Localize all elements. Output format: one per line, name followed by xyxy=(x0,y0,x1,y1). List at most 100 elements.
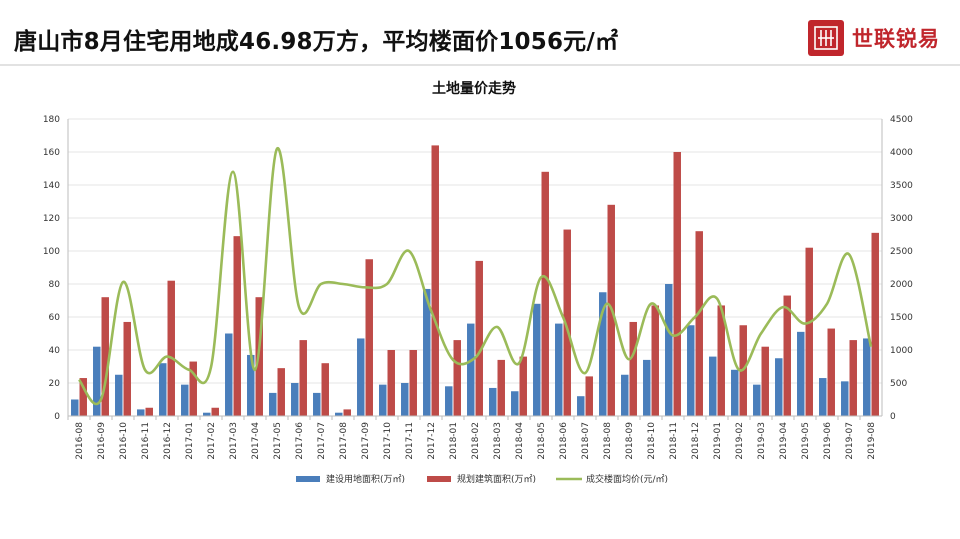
land-area-bar xyxy=(115,374,123,416)
x-axis: 2016-08 2016-09 2016-10 2016-11 2016-12 2017-… xyxy=(67,415,882,460)
land-area-bar xyxy=(555,323,563,416)
legend-label: 成交楼面均价(元/㎡) xyxy=(586,473,668,485)
x-tick-label: 2017-11 xyxy=(405,422,415,460)
floor-area-bar xyxy=(365,259,373,416)
brand-name: 世联锐易 xyxy=(852,27,940,51)
left-y-tick-label: 100 xyxy=(43,247,60,257)
floor-area-bar xyxy=(871,232,879,416)
land-area-bar xyxy=(731,369,739,416)
x-tick-label: 2016-11 xyxy=(141,422,151,460)
floor-area-bar xyxy=(277,368,285,416)
x-tick-label: 2019-08 xyxy=(867,422,877,460)
floor-area-bar xyxy=(563,229,571,416)
bar-series xyxy=(71,145,879,416)
floor-area-bar xyxy=(673,152,681,416)
x-tick-label: 2016-08 xyxy=(75,422,85,460)
right-y-tick-label: 0 xyxy=(890,412,896,422)
floor-area-bar xyxy=(211,407,219,416)
x-tick-label: 2017-02 xyxy=(207,422,217,460)
x-tick-label: 2017-09 xyxy=(361,422,371,460)
land-area-bar xyxy=(159,363,167,416)
chart-title: 土地量价走势 xyxy=(432,80,516,97)
land-area-bar xyxy=(379,384,387,416)
x-tick-label: 2019-03 xyxy=(757,422,767,460)
right-y-axis: 0 500 1000 1500 2000 2500 3000 3500 4000 4500 xyxy=(881,115,913,422)
x-tick-label: 2018-05 xyxy=(537,422,547,460)
land-area-bar xyxy=(269,392,277,416)
right-y-tick-label: 1500 xyxy=(890,313,913,323)
x-tick-label: 2019-04 xyxy=(779,422,789,460)
land-area-bar xyxy=(181,384,189,416)
floor-area-bar xyxy=(541,171,549,416)
x-tick-label: 2018-09 xyxy=(625,422,635,460)
floor-area-bar xyxy=(629,321,637,416)
x-tick-label: 2018-07 xyxy=(581,422,591,460)
x-tick-label: 2018-11 xyxy=(669,422,679,460)
right-y-tick-label: 2500 xyxy=(890,247,913,257)
x-tick-label: 2017-10 xyxy=(383,422,393,460)
slide-title: 唐山市8月住宅用地成46.98万方，平均楼面价1056元/㎡ xyxy=(14,29,619,55)
land-area-bar xyxy=(401,383,409,416)
floor-area-bar xyxy=(343,409,351,416)
x-tick-label: 2018-02 xyxy=(471,422,481,460)
floor-area-bar xyxy=(189,361,197,416)
right-y-tick-label: 4500 xyxy=(890,115,913,125)
floor-area-bar xyxy=(299,340,307,416)
floor-area-bar xyxy=(123,321,131,416)
line-series xyxy=(77,147,873,406)
floor-area-bar xyxy=(695,231,703,416)
land-area-bar xyxy=(665,284,673,416)
x-tick-label: 2018-03 xyxy=(493,422,503,460)
land-area-bar xyxy=(203,412,211,416)
x-tick-label: 2018-01 xyxy=(449,422,459,460)
left-y-tick-label: 0 xyxy=(54,412,60,422)
x-tick-label: 2019-06 xyxy=(823,422,833,460)
floor-area-bar xyxy=(233,236,241,416)
left-y-tick-label: 160 xyxy=(43,148,60,158)
floor-area-bar xyxy=(805,247,813,416)
land-area-bar xyxy=(797,331,805,416)
land-area-bar xyxy=(753,384,761,416)
land-area-bar xyxy=(643,359,651,416)
right-y-tick-label: 3000 xyxy=(890,214,913,224)
legend-label: 规划建筑面积(万㎡) xyxy=(457,473,536,485)
land-area-bar xyxy=(313,392,321,416)
right-y-tick-label: 500 xyxy=(890,379,907,389)
land-area-bar xyxy=(291,383,299,416)
x-tick-label: 2017-04 xyxy=(251,422,261,460)
x-tick-label: 2018-04 xyxy=(515,422,525,460)
land-area-bar xyxy=(511,391,519,416)
land-area-bar xyxy=(247,354,255,416)
x-tick-label: 2018-06 xyxy=(559,422,569,460)
land-area-bar xyxy=(775,358,783,416)
land-area-bar xyxy=(687,325,695,416)
land-area-bar xyxy=(335,412,343,416)
left-y-tick-label: 180 xyxy=(43,115,60,125)
left-y-tick-label: 40 xyxy=(49,346,61,356)
land-area-bar xyxy=(467,323,475,416)
left-y-tick-label: 80 xyxy=(49,280,61,290)
right-y-tick-label: 3500 xyxy=(890,181,913,191)
land-volume-price-chart: 土地量价走势 0 20 40 60 80 100 120 140 160 180 0 500 1000… xyxy=(43,80,913,485)
right-y-tick-label: 1000 xyxy=(890,346,913,356)
land-area-bar xyxy=(357,338,365,416)
brand-emblem-icon xyxy=(808,20,844,56)
x-tick-label: 2019-07 xyxy=(845,422,855,460)
x-tick-label: 2017-12 xyxy=(427,422,437,460)
left-y-tick-label: 140 xyxy=(43,181,60,191)
floor-area-bar xyxy=(167,280,175,416)
floor-area-bar xyxy=(651,305,659,416)
avg-price-line xyxy=(77,147,873,406)
land-area-bar xyxy=(599,292,607,416)
x-tick-label: 2017-07 xyxy=(317,422,327,460)
left-y-tick-label: 60 xyxy=(49,313,61,323)
floor-area-bar xyxy=(783,295,791,416)
land-area-bar xyxy=(71,399,79,416)
land-area-bar xyxy=(93,346,101,416)
header-divider xyxy=(0,64,960,66)
right-y-tick-label: 4000 xyxy=(890,148,913,158)
land-area-bar xyxy=(533,303,541,416)
brand-logo: 世联锐易 xyxy=(808,18,940,58)
land-area-bar xyxy=(225,333,233,416)
floor-area-bar xyxy=(101,297,109,416)
